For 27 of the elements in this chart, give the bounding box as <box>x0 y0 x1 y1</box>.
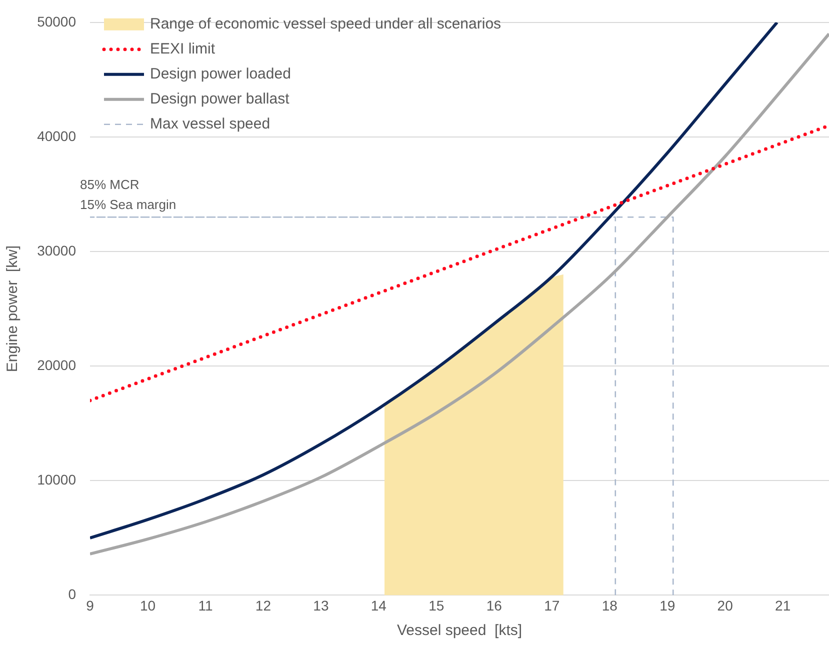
x-tick-label: 11 <box>198 597 213 614</box>
legend-label: EEXI limit <box>150 40 216 58</box>
legend-label: Design power ballast <box>150 90 290 108</box>
x-tick-label: 9 <box>86 597 94 614</box>
x-tick-label: 18 <box>602 597 618 614</box>
x-tick-label: 12 <box>255 597 272 614</box>
y-tick-label: 30000 <box>37 242 76 258</box>
x-axis-title: Vessel speed [kts] <box>396 622 522 640</box>
y-axis-title: Engine power [kw] <box>4 245 22 372</box>
y-tick-label: 20000 <box>37 356 76 373</box>
x-tick-label: 20 <box>717 597 734 614</box>
y-tick-label: 40000 <box>37 128 76 144</box>
legend-label: Range of economic vessel speed under all scenarios <box>150 16 502 33</box>
x-tick-label: 10 <box>140 597 156 614</box>
x-tick-label: 16 <box>486 597 502 614</box>
x-tick-label: 17 <box>544 597 560 614</box>
legend-label: Max vessel speed <box>150 116 270 133</box>
x-tick-label: 21 <box>775 597 791 614</box>
x-tick-label: 19 <box>660 597 676 614</box>
x-tick-label: 13 <box>313 597 329 614</box>
y-tick-label: 0 <box>68 586 76 602</box>
y-tick-label: 10000 <box>37 472 76 488</box>
y-tick-label: 50000 <box>37 13 76 30</box>
annotation: 85% MCR 15% Sea margin <box>80 177 176 212</box>
legend-label: Design power loaded <box>150 66 291 83</box>
x-tick-label: 14 <box>370 597 387 614</box>
x-tick-label: 15 <box>428 597 444 614</box>
